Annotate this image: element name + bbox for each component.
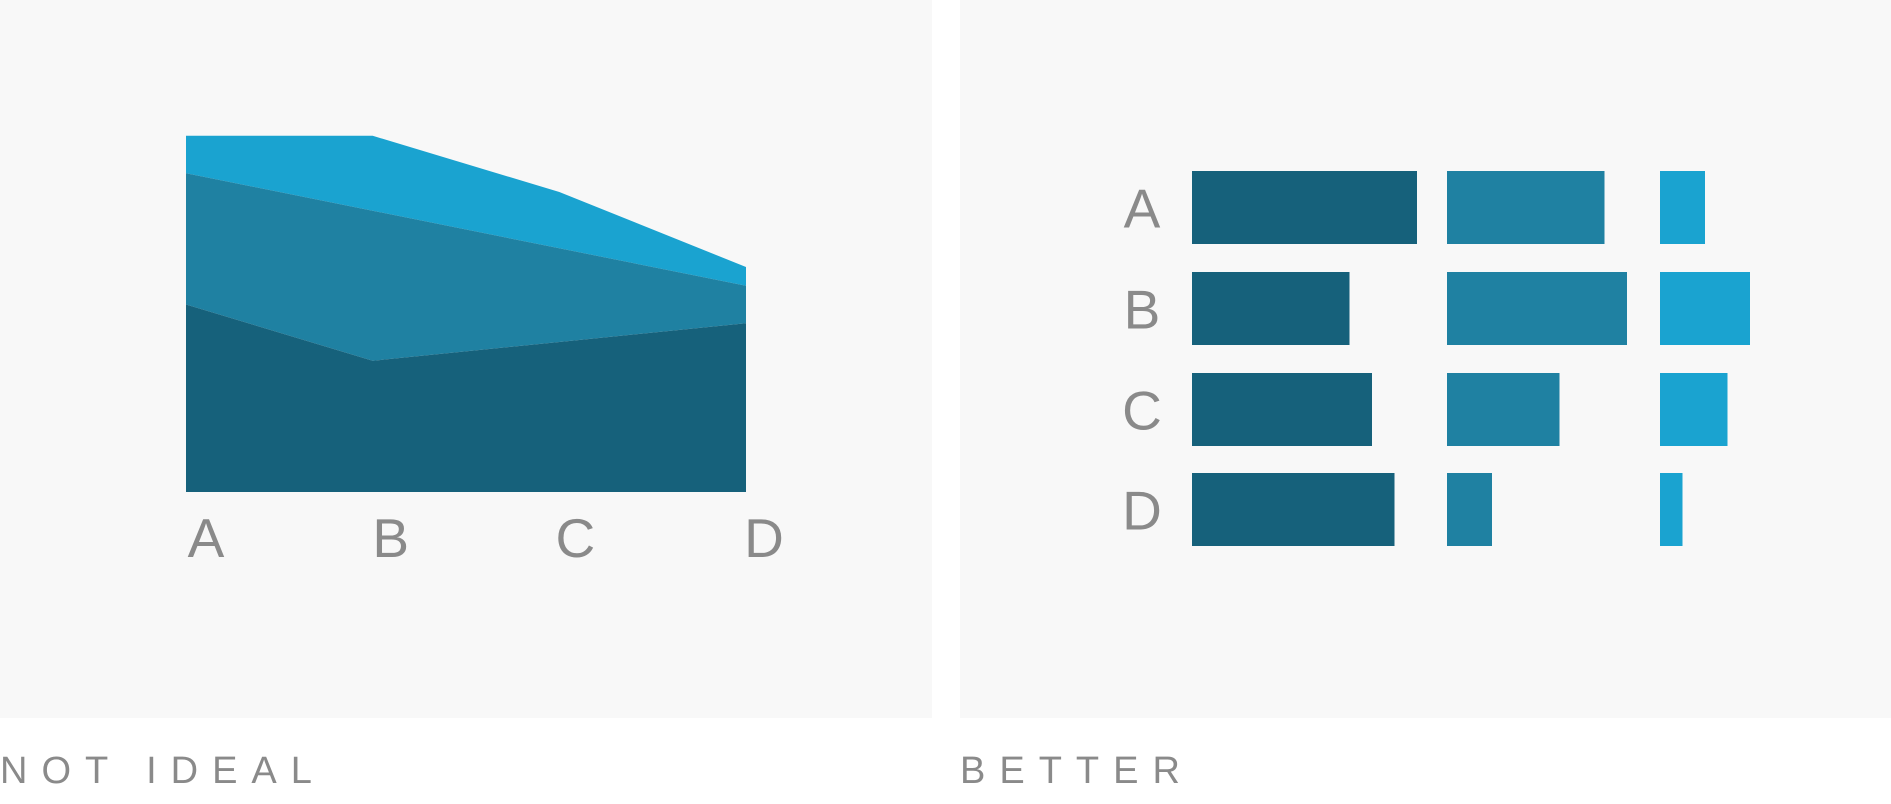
y-tick-label: A [1124, 178, 1161, 240]
bar-series-3 [1660, 272, 1750, 345]
area-series-1 [186, 304, 746, 492]
bar-series-1 [1192, 171, 1417, 244]
bar-series-3 [1660, 171, 1705, 244]
bar-series-2 [1447, 171, 1605, 244]
y-tick-label: D [1122, 480, 1162, 542]
bar-series-2 [1447, 473, 1492, 546]
caption-better: BETTER [960, 750, 1194, 792]
x-tick-label: B [372, 507, 409, 569]
bar-series-2 [1447, 373, 1560, 446]
area-chart-panel: A B C D [0, 0, 932, 718]
bar-series-1 [1192, 473, 1395, 546]
bar-series-1 [1192, 272, 1350, 345]
bar-series-2 [1447, 272, 1627, 345]
area-series-3 [186, 135, 746, 286]
stacked-area-chart: A B C D [186, 135, 784, 569]
x-tick-label: A [188, 507, 225, 569]
area-series-2 [186, 173, 746, 361]
bar-series-3 [1660, 473, 1683, 546]
bar-series-1 [1192, 373, 1372, 446]
y-tick-label: C [1122, 380, 1162, 442]
x-tick-label: C [555, 507, 595, 569]
bar-series-3 [1660, 373, 1728, 446]
x-tick-label: D [744, 507, 784, 569]
y-tick-label: B [1124, 279, 1161, 341]
caption-not-ideal: NOT IDEAL [0, 750, 326, 792]
